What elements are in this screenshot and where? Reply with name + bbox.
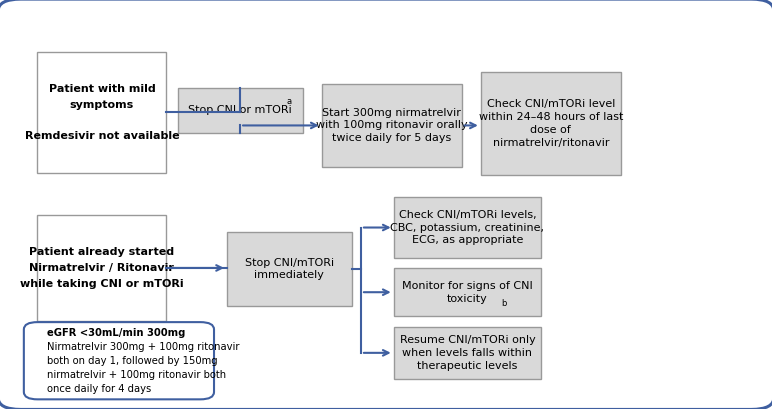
Bar xyxy=(322,84,462,167)
Bar xyxy=(394,197,541,258)
Text: Stop CNI/mTORi
immediately: Stop CNI/mTORi immediately xyxy=(245,258,334,280)
FancyBboxPatch shape xyxy=(24,322,214,399)
Bar xyxy=(394,268,541,317)
Text: symptoms: symptoms xyxy=(69,99,134,110)
Text: both on day 1, followed by 150mg: both on day 1, followed by 150mg xyxy=(46,356,217,366)
Text: Resume CNI/mTORi only
when levels falls within
therapeutic levels: Resume CNI/mTORi only when levels falls … xyxy=(400,335,535,371)
Text: Patient already started: Patient already started xyxy=(29,247,174,257)
Text: Nirmatrelvir / Ritonavir: Nirmatrelvir / Ritonavir xyxy=(29,263,174,273)
Bar xyxy=(38,52,166,173)
Text: Check CNI/mTORi levels,
CBC, potassium, creatinine,
ECG, as appropriate: Check CNI/mTORi levels, CBC, potassium, … xyxy=(391,210,544,245)
Text: nirmatrelvir + 100mg ritonavir both: nirmatrelvir + 100mg ritonavir both xyxy=(46,370,225,380)
Bar xyxy=(394,326,541,379)
Text: once daily for 4 days: once daily for 4 days xyxy=(46,384,151,394)
Text: a: a xyxy=(287,97,292,106)
Bar xyxy=(481,72,621,175)
Text: while taking CNI or mTORi: while taking CNI or mTORi xyxy=(20,279,184,288)
Text: Stop CNI or mTORi: Stop CNI or mTORi xyxy=(188,105,292,115)
Bar xyxy=(178,88,303,133)
Text: Remdesivir not available: Remdesivir not available xyxy=(25,131,179,141)
Text: Patient with mild: Patient with mild xyxy=(49,84,155,94)
Text: Nirmatrelvir 300mg + 100mg ritonavir: Nirmatrelvir 300mg + 100mg ritonavir xyxy=(46,342,239,352)
Bar xyxy=(227,231,352,306)
Text: Start 300mg nirmatrelvir
with 100mg ritonavir orally
twice daily for 5 days: Start 300mg nirmatrelvir with 100mg rito… xyxy=(316,108,468,143)
Text: b: b xyxy=(501,299,506,308)
Bar xyxy=(38,216,166,321)
Text: Monitor for signs of CNI
toxicity: Monitor for signs of CNI toxicity xyxy=(402,281,533,303)
Text: eGFR <30mL/min 300mg: eGFR <30mL/min 300mg xyxy=(46,328,185,338)
Text: Check CNI/mTORi level
within 24–48 hours of last
dose of
nirmatrelvir/ritonavir: Check CNI/mTORi level within 24–48 hours… xyxy=(479,99,623,148)
